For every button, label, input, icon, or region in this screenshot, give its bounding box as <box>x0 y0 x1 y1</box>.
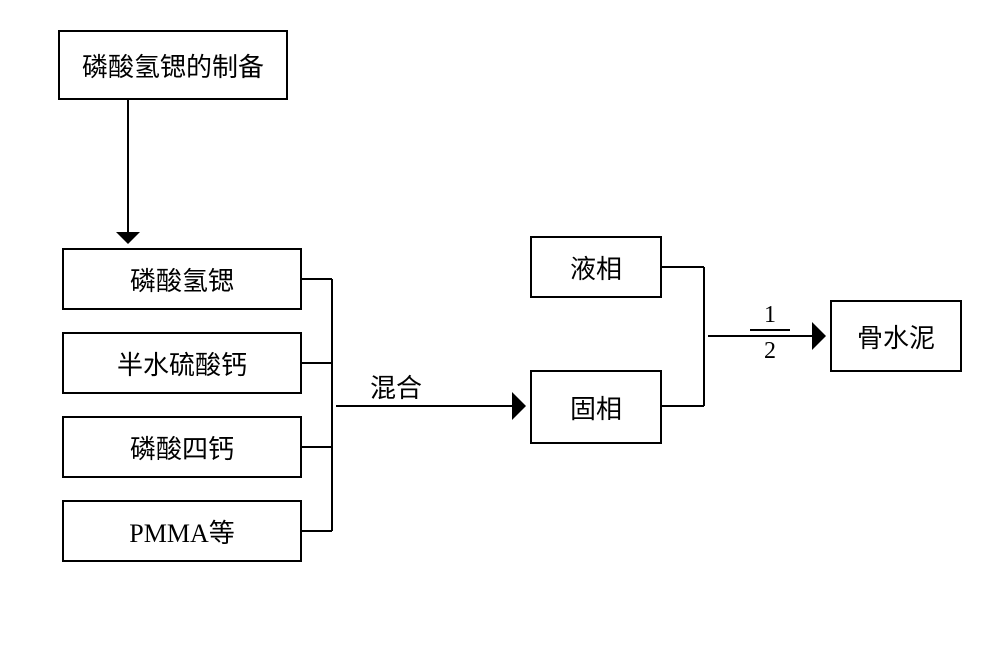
input1-text: 磷酸氢锶 <box>130 261 234 298</box>
input4-text: PMMA等 <box>129 513 234 550</box>
result-box: 骨水泥 <box>830 300 962 372</box>
liquid-box: 液相 <box>530 236 662 298</box>
input1-box: 磷酸氢锶 <box>62 248 302 310</box>
fraction-bottom: 2 <box>764 338 776 365</box>
input3-box: 磷酸四钙 <box>62 416 302 478</box>
result-text: 骨水泥 <box>857 318 935 355</box>
prep-box: 磷酸氢锶的制备 <box>58 30 288 100</box>
solid-box: 固相 <box>530 370 662 444</box>
input2-text: 半水硫酸钙 <box>117 345 247 382</box>
fraction-top: 1 <box>764 302 776 329</box>
liquid-text: 液相 <box>570 249 622 286</box>
solid-text: 固相 <box>570 389 622 426</box>
input2-box: 半水硫酸钙 <box>62 332 302 394</box>
input3-text: 磷酸四钙 <box>130 429 234 466</box>
prep-text: 磷酸氢锶的制备 <box>82 47 264 84</box>
mix-label: 混合 <box>370 368 422 405</box>
input4-box: PMMA等 <box>62 500 302 562</box>
